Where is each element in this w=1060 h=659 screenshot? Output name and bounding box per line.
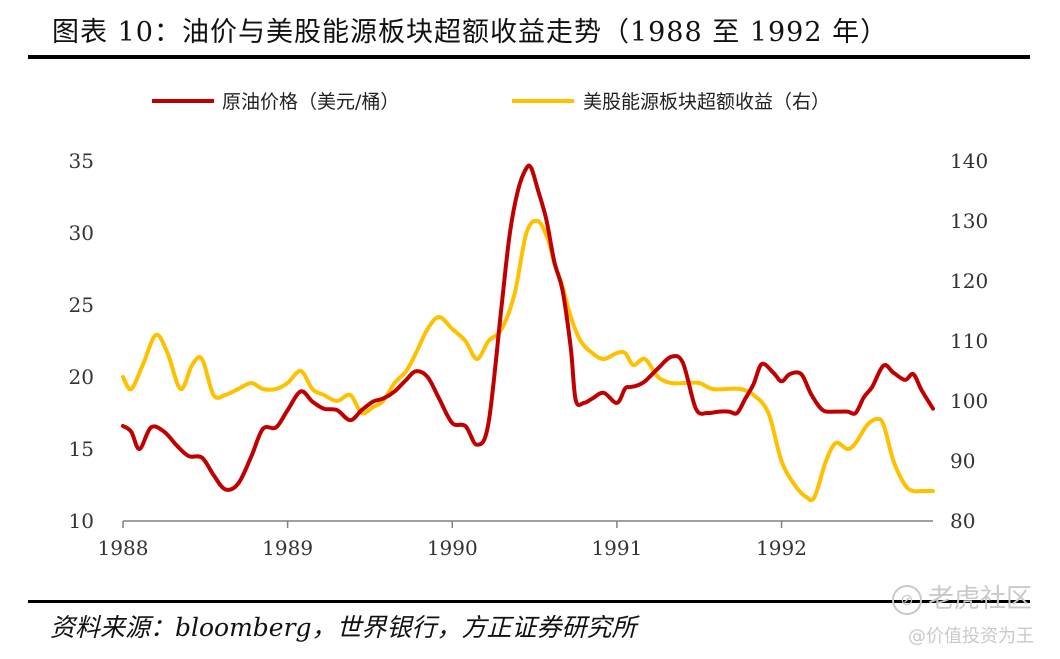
tiger-logo-icon: ⊘: [892, 584, 922, 615]
x-tick-label: 1991: [591, 536, 642, 560]
x-tick-label: 1990: [427, 536, 478, 560]
x-tick-label: 1992: [756, 536, 807, 560]
x-tick-label: 1988: [98, 536, 149, 560]
right-tick-label: 100: [950, 389, 988, 413]
left-tick-label: 30: [69, 221, 94, 245]
right-tick-label: 110: [950, 329, 988, 353]
legend-oil-price-label: 原油价格（美元/桶）: [222, 91, 399, 113]
chart-canvas: 1988 1989 1990 1991 1992 10 15 20 25 30 35 80 90 100 1…: [69, 91, 989, 560]
left-tick-label: 25: [69, 293, 94, 317]
legend-energy-excess-return-label: 美股能源板块超额收益（右）: [583, 91, 830, 113]
right-tick-label: 90: [950, 449, 975, 473]
right-tick-label: 130: [950, 209, 988, 233]
left-tick-label: 10: [69, 509, 94, 533]
watermark-brand: ⊘ 老虎社区: [892, 578, 1032, 615]
left-tick-label: 15: [69, 437, 94, 461]
top-rule: [28, 55, 1030, 59]
x-tick-label: 1989: [262, 536, 313, 560]
series-line-oil-price: [121, 163, 935, 492]
right-tick-label: 140: [950, 149, 988, 173]
watermark-handle: @价值投资为王: [908, 626, 1034, 647]
right-tick-label: 120: [950, 269, 988, 293]
left-tick-label: 35: [69, 149, 94, 173]
source-note: 资料来源：bloomberg，世界银行，方正证券研究所: [50, 613, 637, 642]
chart-title: 图表 10：油价与美股能源板块超额收益走势（1988 至 1992 年）: [52, 17, 889, 48]
series-line-energy-excess-return: [121, 218, 935, 503]
left-tick-label: 20: [69, 365, 94, 389]
right-tick-label: 80: [950, 509, 975, 533]
bottom-rule: [28, 600, 1030, 603]
watermark-brand-text: 老虎社区: [928, 584, 1033, 614]
